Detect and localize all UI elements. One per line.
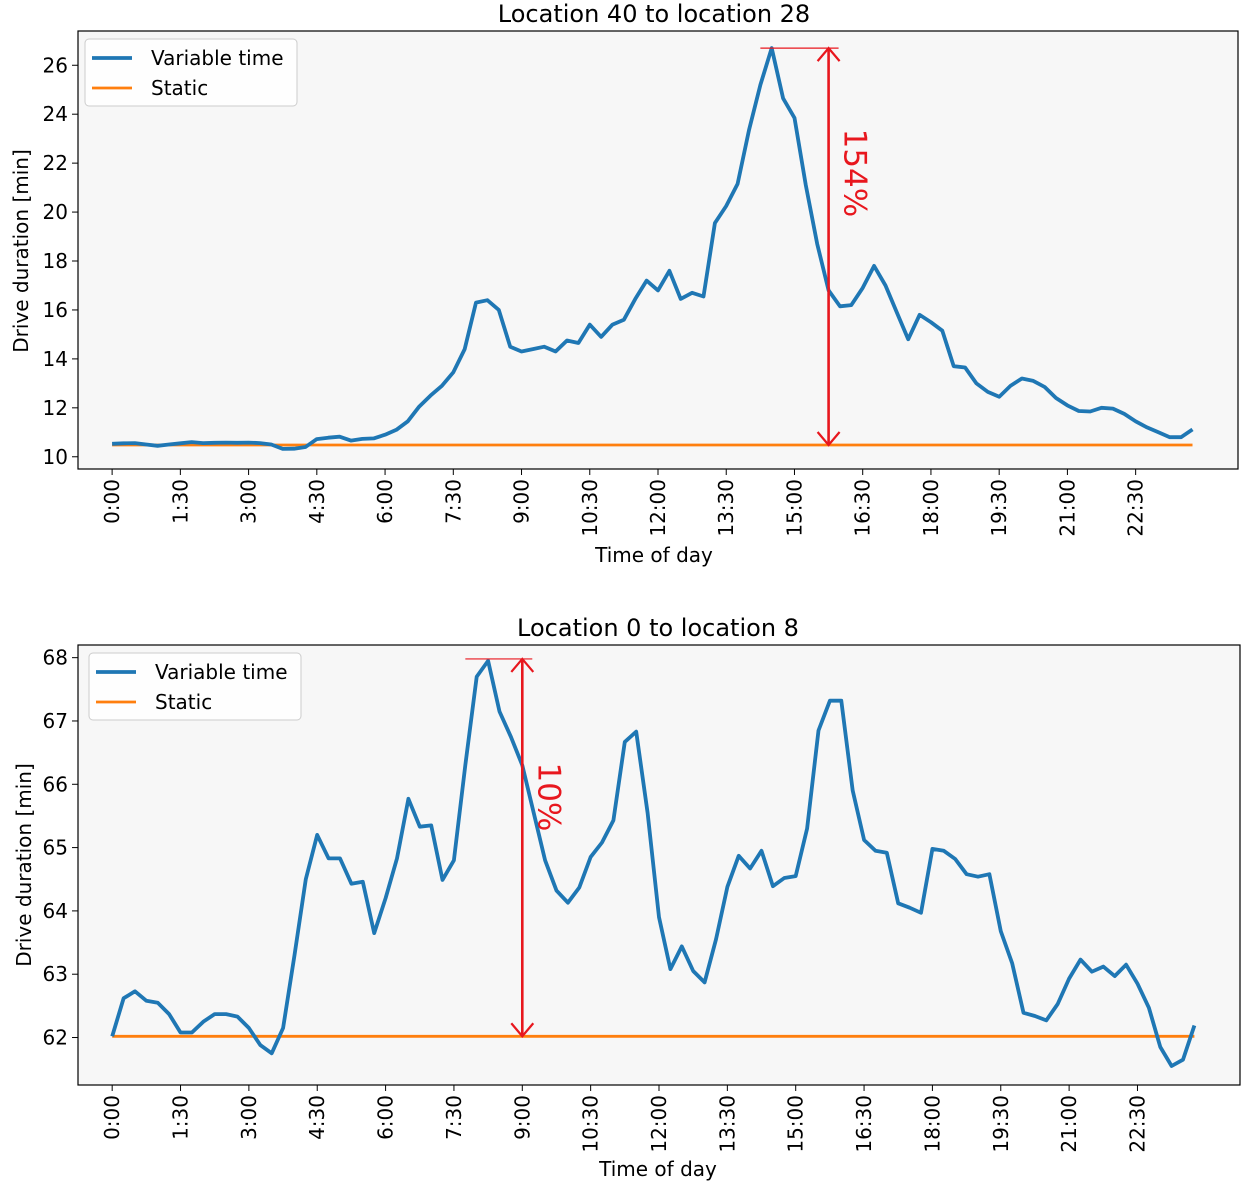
x-tick-label: 12:00 — [647, 1095, 671, 1153]
chart-title: Location 0 to location 8 — [517, 614, 799, 642]
series-line-variable-time — [110, 658, 1197, 1068]
x-tick-label: 3:00 — [237, 1095, 261, 1140]
x-tick-label: 1:30 — [168, 479, 192, 524]
x-tick-label: 13:30 — [715, 1095, 739, 1153]
x-tick-label: 18:00 — [919, 479, 943, 537]
y-tick-label: 65 — [43, 836, 68, 860]
y-axis-label: Drive duration [min] — [12, 763, 36, 967]
x-tick-label: 21:00 — [1057, 1095, 1081, 1153]
axes-frame — [77, 644, 1241, 1086]
y-tick-label: 12 — [43, 396, 68, 420]
legend-box — [84, 38, 298, 107]
annotation-arrow-head-top — [510, 657, 535, 673]
chart-bottom: Location 0 to location 8 Time of day Dri… — [12, 614, 1241, 1181]
x-tick-label: 3:00 — [237, 479, 261, 524]
axes-frame — [77, 30, 1239, 470]
x-tick-label: 19:30 — [989, 1095, 1013, 1153]
x-tick-label: 0:00 — [100, 1095, 124, 1140]
y-tick-label: 64 — [43, 899, 68, 923]
y-tick-label: 10 — [43, 445, 68, 469]
x-tick-label: 21:00 — [1055, 479, 1079, 537]
x-tick-label: 19:30 — [987, 479, 1011, 537]
x-tick-label: 18:00 — [920, 1095, 944, 1153]
y-tick-label: 26 — [43, 53, 68, 77]
annotation-arrow-head-bottom — [816, 431, 841, 447]
annotation-arrow-head-top — [816, 46, 841, 62]
x-tick-label: 10:30 — [578, 479, 602, 537]
y-tick-label: 68 — [43, 646, 68, 670]
y-tick-label: 24 — [43, 102, 68, 126]
y-axis-label: Drive duration [min] — [9, 149, 33, 353]
x-tick-label: 12:00 — [646, 479, 670, 537]
y-tick-label: 66 — [43, 772, 68, 796]
x-tick-label: 4:30 — [305, 479, 329, 524]
x-tick-label: 9:00 — [510, 1095, 534, 1140]
y-tick-label: 20 — [43, 200, 68, 224]
x-tick-label: 16:30 — [852, 1095, 876, 1153]
y-tick-label: 63 — [43, 962, 68, 986]
x-axis-label: Time of day — [594, 543, 713, 567]
y-tick-label: 14 — [43, 347, 68, 371]
y-tick-label: 67 — [43, 709, 68, 733]
x-tick-label: 4:30 — [305, 1095, 329, 1140]
x-tick-label: 15:00 — [782, 479, 806, 537]
x-tick-label: 10:30 — [579, 1095, 603, 1153]
x-tick-label: 1:30 — [169, 1095, 193, 1140]
x-tick-label: 7:30 — [442, 1095, 466, 1140]
x-tick-label: 22:30 — [1124, 479, 1148, 537]
y-tick-label: 62 — [43, 1026, 68, 1050]
legend-box — [88, 652, 302, 721]
x-tick-label: 16:30 — [851, 479, 875, 537]
y-tick-label: 22 — [43, 151, 68, 175]
annotation-arrow-head-bottom — [510, 1022, 535, 1038]
x-tick-label: 15:00 — [784, 1095, 808, 1153]
x-tick-label: 6:00 — [374, 1095, 398, 1140]
chart-title: Location 40 to location 28 — [498, 0, 810, 28]
legend-label: Static — [151, 76, 208, 100]
legend-label: Variable time — [151, 46, 284, 70]
x-tick-label: 22:30 — [1125, 1095, 1149, 1153]
x-tick-label: 7:30 — [441, 479, 465, 524]
legend-label: Variable time — [155, 660, 288, 684]
x-tick-label: 9:00 — [510, 479, 534, 524]
chart-top: Location 40 to location 28 Time of day D… — [9, 0, 1239, 567]
annotation-label: 10% — [530, 762, 566, 831]
annotation-label: 154% — [837, 129, 873, 218]
legend-label: Static — [155, 690, 212, 714]
x-axis-label: Time of day — [598, 1157, 717, 1181]
y-tick-label: 18 — [43, 249, 68, 273]
x-tick-label: 0:00 — [100, 479, 124, 524]
series-line-variable-time — [112, 46, 1194, 451]
x-tick-label: 6:00 — [373, 479, 397, 524]
y-tick-label: 16 — [43, 298, 68, 322]
x-tick-label: 13:30 — [714, 479, 738, 537]
